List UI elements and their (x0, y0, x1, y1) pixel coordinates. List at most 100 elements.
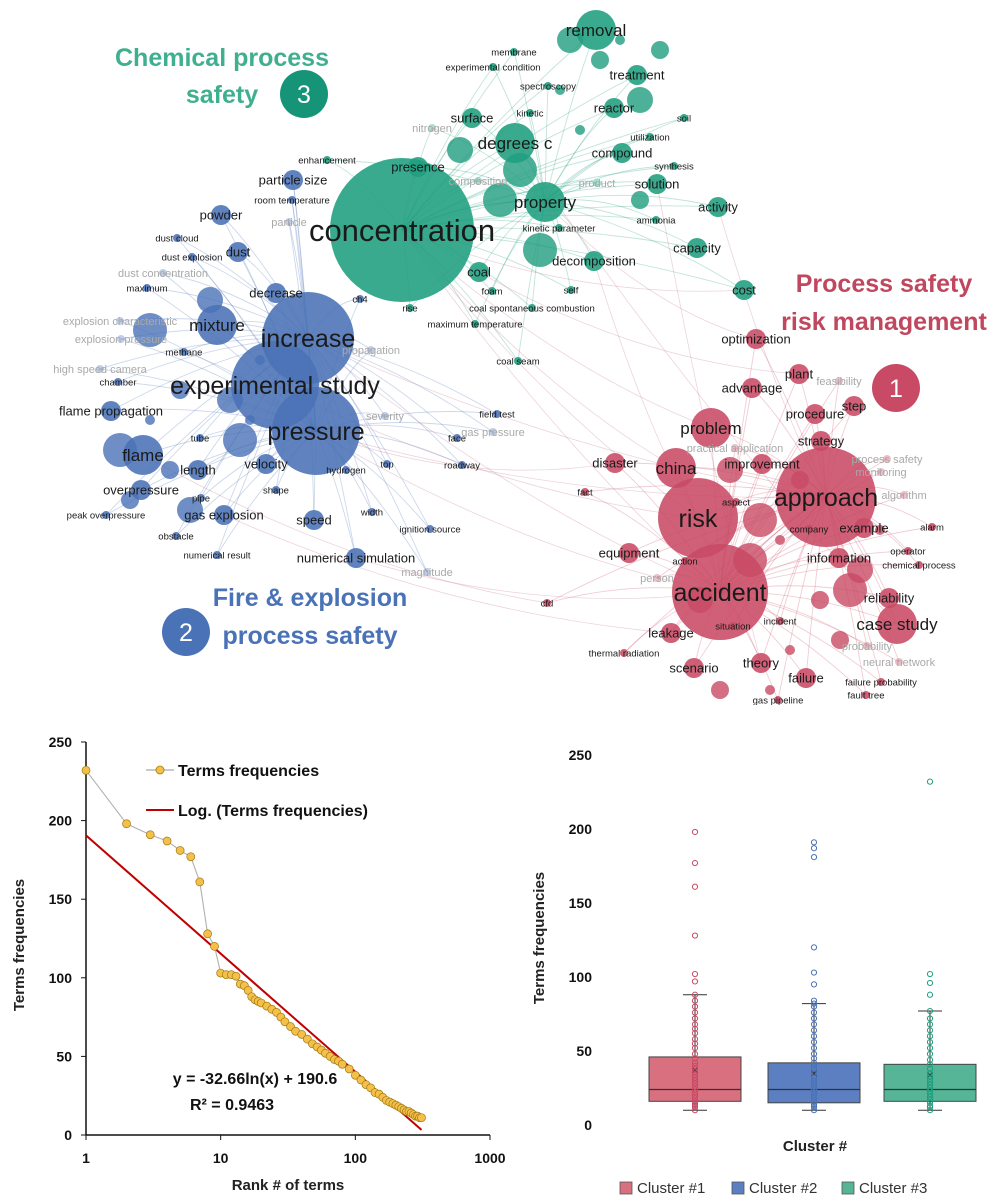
mean-marker: × (926, 1067, 934, 1083)
data-point (691, 1030, 699, 1037)
network-term-label: compound (592, 146, 653, 161)
network-node-alarm (928, 523, 936, 531)
network-node-explosion-pressure (117, 335, 125, 343)
network-term-label: coal spontaneous combustion (469, 303, 595, 314)
network-node-gas-pressure (489, 428, 497, 436)
network-term-label: high speed camera (53, 364, 147, 376)
network-node-tube (196, 434, 204, 442)
data-point (691, 1098, 699, 1105)
network-node-cfd (543, 599, 551, 607)
network-node-rise (406, 304, 414, 312)
network-node-minor (831, 631, 849, 649)
network-node-coal (469, 262, 489, 282)
network-term-label: roadway (444, 460, 480, 471)
data-point (691, 1003, 699, 1010)
x-axis-title: Rank # of terms (232, 1177, 345, 1194)
network-node-incident (776, 617, 784, 625)
network-term-label: probability (842, 641, 893, 653)
network-term-label: width (360, 507, 383, 518)
network-node-compound (612, 143, 632, 163)
network-term-label: fault tree (848, 690, 885, 701)
network-node-flame (123, 435, 163, 475)
network-node-severity (381, 412, 389, 420)
network-node-dust (228, 242, 248, 262)
outlier-point (810, 969, 818, 976)
network-node-field-test (493, 410, 501, 418)
cluster-1-title-line2: risk management (781, 308, 987, 336)
network-term-label: obstacle (158, 531, 193, 542)
network-link-cross (355, 557, 721, 599)
network-term-label: problem (680, 419, 741, 438)
network-term-label: membrane (491, 47, 536, 58)
data-point (810, 1021, 818, 1028)
network-term-label: methane (166, 347, 203, 358)
network-term-label: degrees c (478, 134, 553, 153)
data-point (926, 1027, 934, 1034)
network-node-approach (776, 447, 876, 547)
legend-swatch (619, 1181, 633, 1195)
data-point (810, 1065, 818, 1072)
network-term-label: monitoring (855, 467, 906, 479)
network-term-label: cost (732, 283, 756, 298)
network-node-advantage (742, 378, 762, 398)
network-term-label: scenario (669, 661, 718, 676)
data-point (926, 1039, 934, 1046)
rank-frequency-chart: 0 50 100 150 200 250 1 10 100 1000 Terms frequenc… (11, 734, 506, 1194)
network-term-label: failure probability (845, 677, 917, 688)
network-node-procedure (805, 404, 825, 424)
network-node-fact (581, 488, 589, 496)
network-node-velocity (256, 454, 276, 474)
y-tick-label: 0 (64, 1127, 72, 1143)
frequency-point (344, 1064, 354, 1074)
y-tick-label: 150 (569, 895, 593, 911)
network-node-mixture (197, 305, 237, 345)
network-node-powder (211, 205, 231, 225)
network-link (544, 201, 745, 291)
network-node-maximum (143, 284, 151, 292)
outlier-point (926, 970, 934, 978)
network-node-plant (789, 364, 809, 384)
network-node-china (656, 448, 696, 488)
network-term-label: increase (261, 325, 356, 353)
legend-item: Cluster #2 (749, 1180, 817, 1197)
data-point (926, 1070, 934, 1077)
data-point (926, 1044, 934, 1052)
data-point (810, 1015, 818, 1022)
network-term-label: property (514, 193, 577, 212)
network-term-label: speed (296, 513, 331, 528)
network-term-label: severity (366, 411, 404, 423)
cluster-2-badge (162, 608, 210, 656)
network-term-label: capacity (673, 241, 721, 256)
network-term-label: activity (698, 200, 738, 215)
data-point (691, 1107, 699, 1114)
y-tick-label: 0 (584, 1117, 592, 1133)
network-node-minor (133, 313, 167, 347)
network-node-property (525, 182, 565, 222)
cluster-1-title-line1: Process safety (796, 270, 973, 298)
network-term-label: advantage (722, 381, 783, 396)
bibliometric-network-map: concentration degrees c property removal tre… (53, 10, 987, 705)
outlier-point (810, 981, 818, 988)
legend: Cluster #1 Cluster #2 Cluster #3 (619, 1180, 927, 1197)
network-node-minor (711, 681, 729, 699)
data-point (926, 1099, 934, 1106)
network-term-label: equipment (599, 546, 660, 561)
data-point (810, 1092, 818, 1099)
x-tick-label: 1 (82, 1150, 90, 1166)
network-node-minor (177, 497, 203, 523)
data-point (691, 1086, 699, 1093)
data-point (691, 1050, 699, 1058)
network-node-maximum-temperature (471, 320, 479, 328)
network-term-label: algorithm (881, 490, 926, 502)
network-term-label: dust explosion (162, 252, 223, 263)
network-node-minor (833, 573, 867, 607)
network-node-magnitude (423, 568, 431, 576)
data-point (691, 991, 699, 998)
data-point (926, 1084, 934, 1092)
box-1 (648, 1056, 742, 1102)
frequency-point (186, 852, 196, 862)
frequency-point (175, 846, 185, 855)
network-term-label: self (564, 285, 579, 296)
network-node-high-speed-camera (96, 365, 104, 373)
network-term-label: experimental condition (445, 62, 540, 73)
